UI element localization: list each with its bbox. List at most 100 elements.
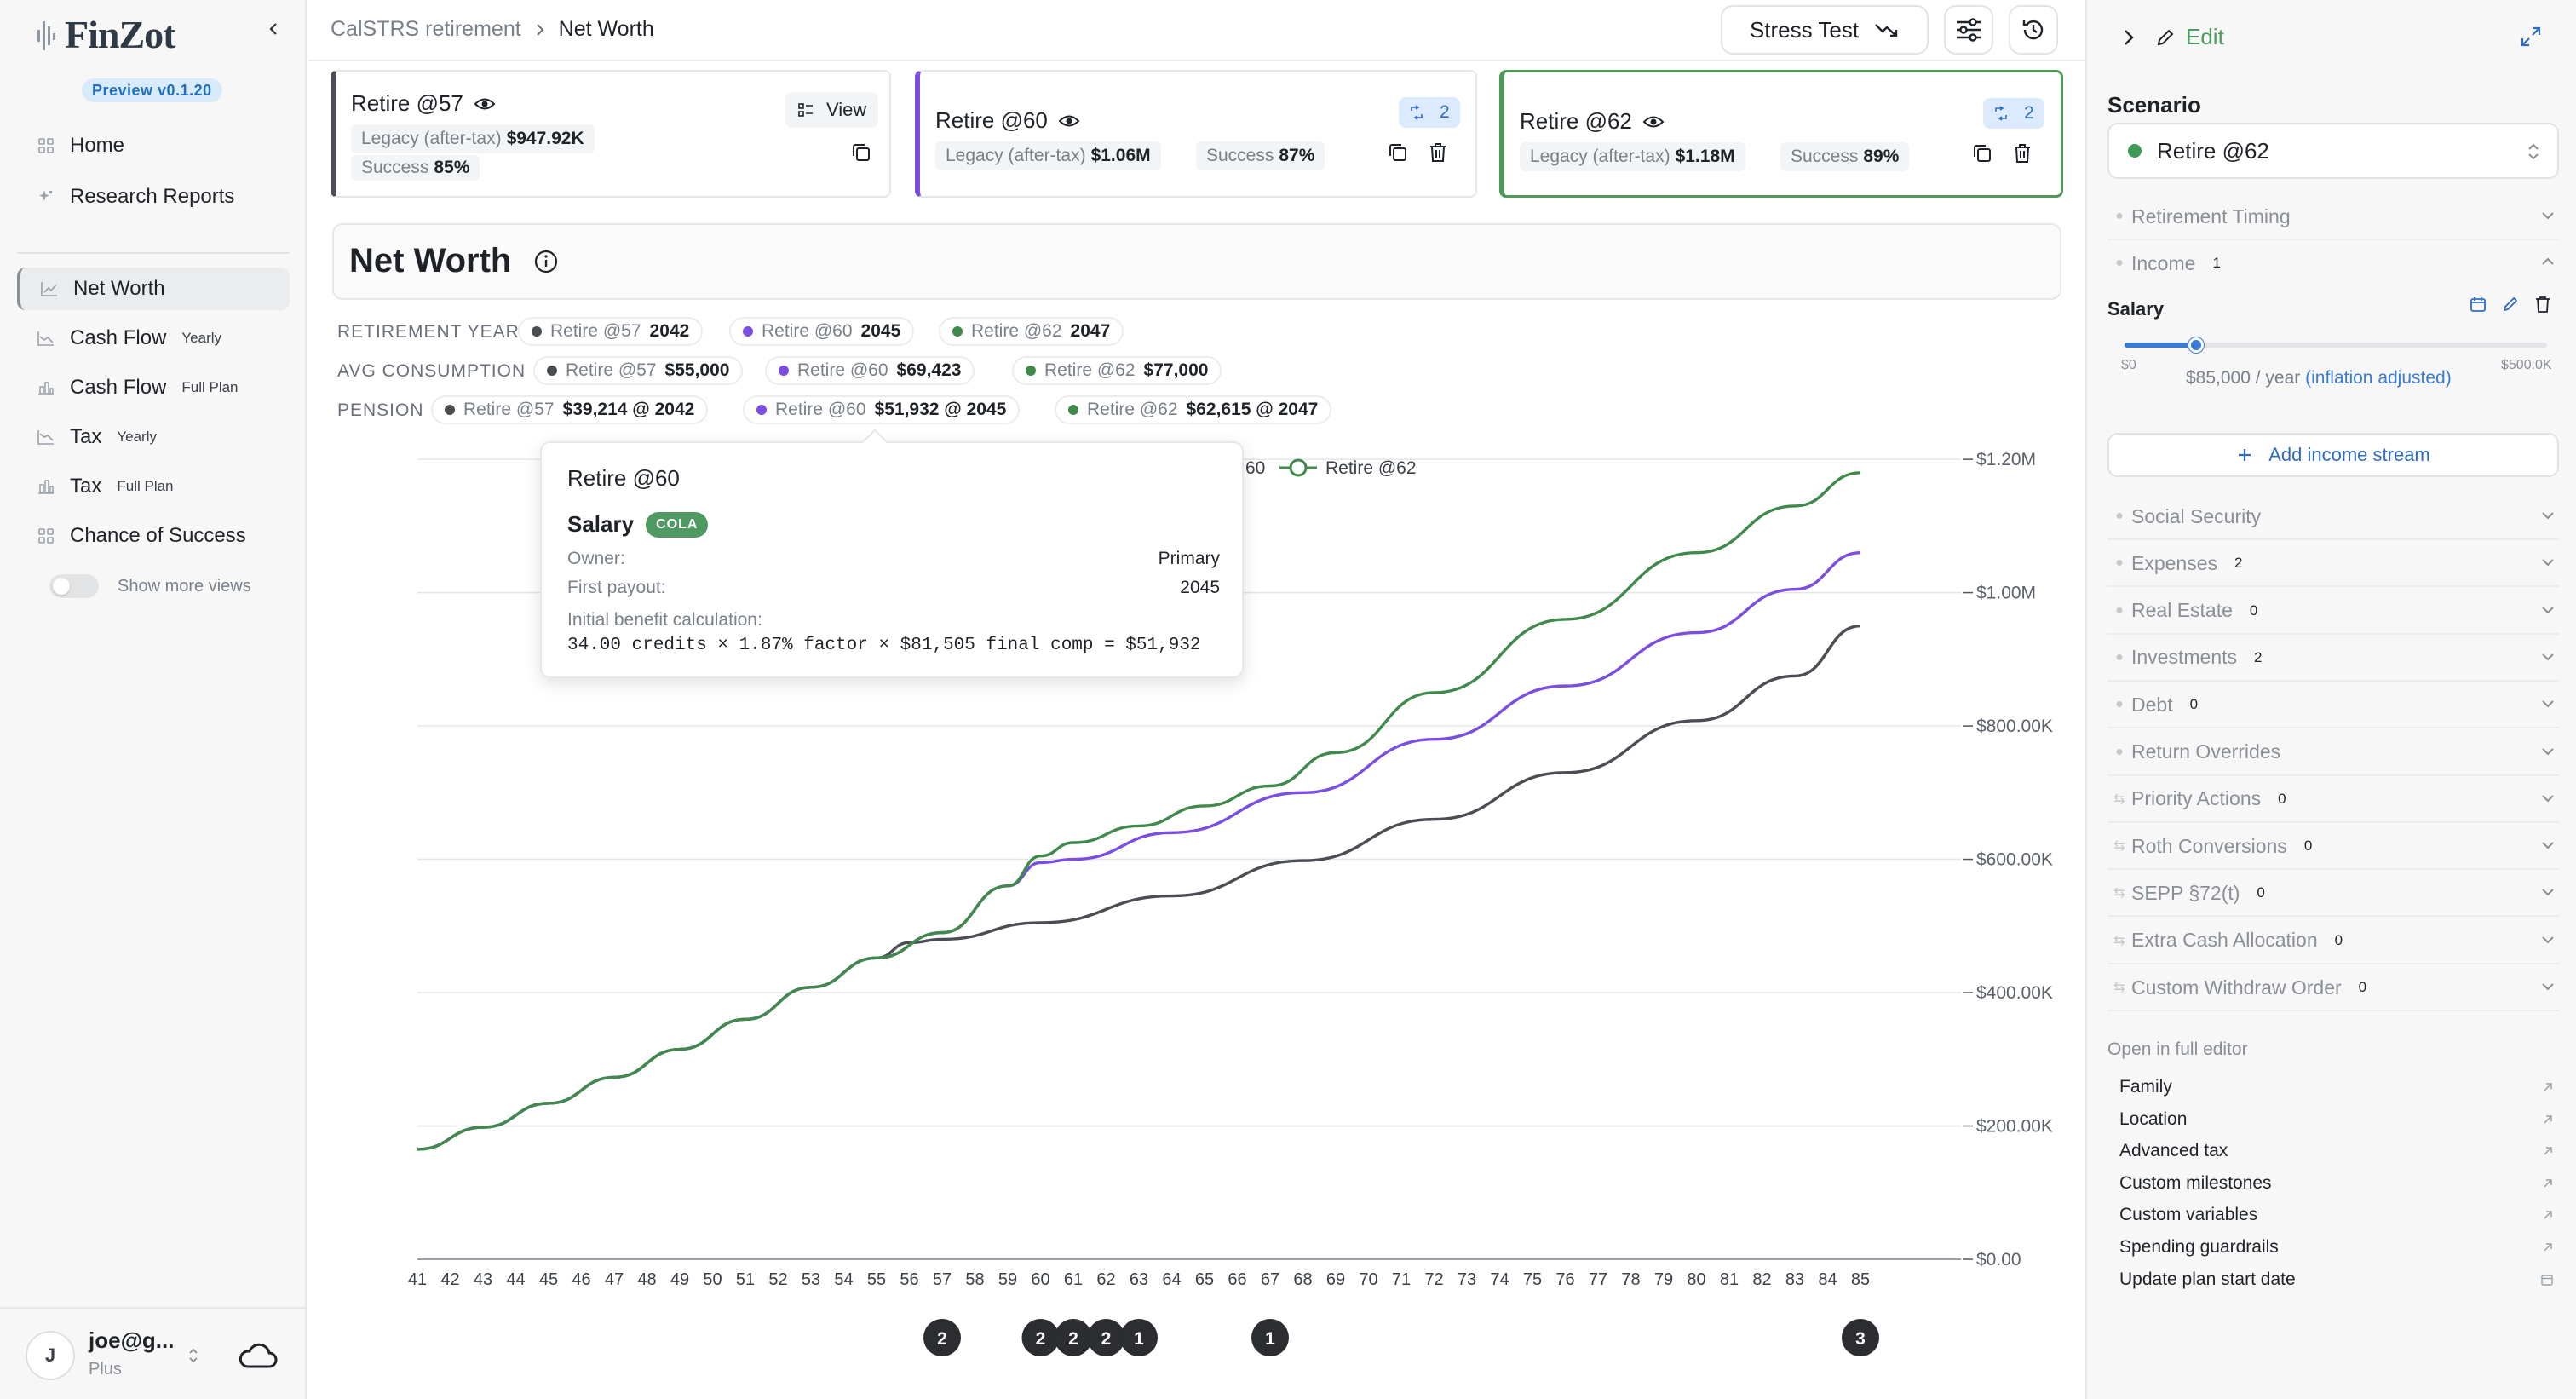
eye-icon[interactable] <box>1058 113 1080 129</box>
sidebar-item-research-reports[interactable]: Research Reports <box>17 176 290 218</box>
x-tick-label: 72 <box>1424 1270 1443 1289</box>
chevron-down-icon <box>2540 981 2556 993</box>
net-worth-chart[interactable]: $0.00 $200.00K $400.00K $600.00K $800.00K $1.… <box>308 426 2085 1399</box>
full-editor-link[interactable]: Family <box>2119 1077 2554 1097</box>
calendar-icon[interactable] <box>2469 295 2487 314</box>
scenario-select[interactable]: Retire @62 <box>2107 123 2559 179</box>
trash-icon[interactable] <box>2533 295 2552 314</box>
full-editor-link[interactable]: Custom variables <box>2119 1205 2554 1225</box>
chevron-down-icon <box>2540 651 2556 663</box>
section-extra-cash-allocation[interactable]: ⇆ Extra Cash Allocation 0 <box>2107 918 2559 964</box>
copy-icon[interactable] <box>1971 142 1997 168</box>
section-investments[interactable]: ● Investments 2 <box>2107 636 2559 682</box>
copy-icon[interactable] <box>850 141 876 167</box>
arrow-up-right-icon <box>2542 1209 2554 1221</box>
y-tick-label: $1.20M <box>1976 450 2036 469</box>
x-tick-label: 50 <box>703 1270 722 1289</box>
salary-slider[interactable] <box>2125 337 2547 353</box>
full-editor-link[interactable]: Advanced tax <box>2119 1141 2554 1161</box>
add-income-stream-button[interactable]: Add income stream <box>2107 433 2559 477</box>
x-tick-label: 66 <box>1228 1270 1246 1289</box>
stress-test-button[interactable]: Stress Test <box>1721 5 1929 55</box>
show-more-views-row: Show more views <box>49 574 251 598</box>
series-line-3[interactable] <box>417 471 1861 1151</box>
slider-handle[interactable] <box>2188 337 2205 353</box>
section-social-security[interactable]: ● Social Security <box>2107 494 2559 540</box>
area-chart-icon <box>36 328 56 348</box>
success-metric: Success 85% <box>351 155 480 181</box>
scenario-card-retire-57[interactable]: Retire @57 Legacy (after-tax) $947.92K Su… <box>331 70 891 198</box>
linked-count-badge[interactable]: 2 <box>1983 98 2044 129</box>
sidebar-item-tax-yearly[interactable]: Tax Yearly <box>17 416 290 458</box>
edit-button[interactable]: Edit <box>2155 24 2224 50</box>
event-marker[interactable]: 1 <box>1251 1319 1289 1356</box>
event-marker[interactable]: 2 <box>923 1319 961 1356</box>
history-button[interactable] <box>2009 5 2058 55</box>
section-priority-actions[interactable]: ⇆ Priority Actions 0 <box>2107 777 2559 823</box>
event-marker[interactable]: 1 <box>1120 1319 1158 1356</box>
x-tick-label: 61 <box>1064 1270 1083 1289</box>
tooltip-row: Initial benefit calculation: <box>567 610 1220 630</box>
x-tick-label: 70 <box>1359 1270 1377 1289</box>
scenario-card-retire-60[interactable]: Retire @60 Legacy (after-tax) $1.06M Succ… <box>915 70 1477 198</box>
slider-min: $0 <box>2121 358 2136 372</box>
eye-icon[interactable] <box>1642 114 1665 130</box>
sidebar-item-tag: Yearly <box>181 330 222 346</box>
section-expenses[interactable]: ● Expenses 2 <box>2107 541 2559 588</box>
event-marker[interactable]: 3 <box>1842 1319 1879 1356</box>
scenario-color-dot <box>2128 144 2142 158</box>
trash-icon[interactable] <box>1428 141 1453 167</box>
section-retirement-timing[interactable]: ● Retirement Timing <box>2107 194 2559 240</box>
pencil-icon[interactable] <box>2501 295 2520 314</box>
event-marker[interactable]: 2 <box>1021 1319 1060 1356</box>
trash-icon[interactable] <box>2012 142 2038 168</box>
summary-pill: Retire @57 $39,214 @ 2042 <box>431 395 709 424</box>
eye-icon[interactable] <box>474 96 496 112</box>
event-marker[interactable]: 2 <box>1055 1319 1092 1356</box>
sidebar-item-label: Tax <box>70 425 102 448</box>
link-label: Custom milestones <box>2119 1172 2272 1193</box>
sidebar-item-cash-flow-yearly[interactable]: Cash Flow Yearly <box>17 317 290 360</box>
full-editor-link[interactable]: Update plan start date <box>2119 1269 2554 1290</box>
view-button[interactable]: View <box>785 92 879 128</box>
section-roth-conversions[interactable]: ⇆ Roth Conversions 0 <box>2107 824 2559 871</box>
section-sepp-72-t-[interactable]: ⇆ SEPP §72(t) 0 <box>2107 871 2559 918</box>
series-line-1[interactable] <box>417 625 1861 1151</box>
event-marker[interactable]: 2 <box>1087 1319 1125 1356</box>
sidebar-item-cash-flow-full-plan[interactable]: Cash Flow Full Plan <box>17 366 290 409</box>
cloud-icon[interactable] <box>237 1341 278 1370</box>
breadcrumb-plan[interactable]: CalSTRS retirement <box>331 17 521 41</box>
inflation-note-link[interactable]: (inflation adjusted) <box>2305 368 2452 388</box>
x-tick-label: 67 <box>1261 1270 1279 1289</box>
event-marker-label: 1 <box>1265 1329 1275 1349</box>
full-editor-link[interactable]: Spending guardrails <box>2119 1237 2554 1258</box>
chevron-right-icon[interactable] <box>2123 28 2135 47</box>
settings-sliders-button[interactable] <box>1944 5 1993 55</box>
expand-icon[interactable] <box>2520 26 2542 48</box>
copy-icon[interactable] <box>1387 141 1412 167</box>
section-custom-withdraw-order[interactable]: ⇆ Custom Withdraw Order 0 <box>2107 965 2559 1011</box>
linked-count-badge[interactable]: 2 <box>1399 97 1460 128</box>
sidebar-item-net-worth[interactable]: Net Worth <box>17 268 290 310</box>
scenario-card-retire-62[interactable]: Retire @62 Legacy (after-tax) $1.18M Succ… <box>1499 70 2063 198</box>
summary-pill: Retire @57 2042 <box>518 317 704 346</box>
full-editor-link[interactable]: Custom milestones <box>2119 1173 2554 1194</box>
sidebar-item-tax-full-plan[interactable]: Tax Full Plan <box>17 465 290 508</box>
slider-max: $500.0K <box>2501 358 2552 372</box>
x-tick-label: 62 <box>1096 1270 1115 1289</box>
chevron-down-icon <box>2540 792 2556 804</box>
section-income[interactable]: ● Income 1 <box>2107 240 2559 286</box>
section-real-estate[interactable]: ● Real Estate 0 <box>2107 589 2559 635</box>
section-return-overrides[interactable]: ● Return Overrides <box>2107 730 2559 776</box>
section-debt[interactable]: ● Debt 0 <box>2107 682 2559 729</box>
collapse-sidebar-button[interactable] <box>261 15 288 43</box>
user-menu[interactable]: J joe@g... Plus <box>0 1307 305 1399</box>
info-icon[interactable] <box>533 249 559 274</box>
pill-name: Retire @60 <box>762 321 853 341</box>
chevron-right-icon <box>535 22 545 37</box>
show-more-views-toggle[interactable] <box>49 574 99 598</box>
sidebar-item-chance-of-success[interactable]: Chance of Success <box>17 515 290 557</box>
full-editor-link[interactable]: Location <box>2119 1109 2554 1130</box>
sidebar-item-home[interactable]: Home <box>17 124 290 167</box>
app-logo[interactable]: FinZot <box>36 12 175 57</box>
